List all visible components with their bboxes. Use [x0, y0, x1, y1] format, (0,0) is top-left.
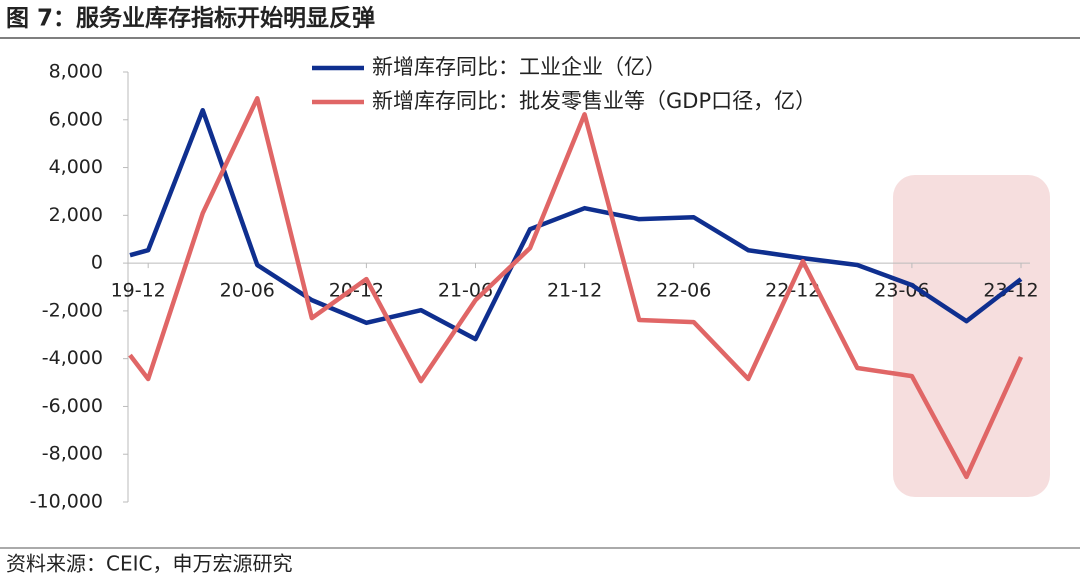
y-tick-label: -8,000 — [42, 443, 103, 465]
y-tick-label: -2,000 — [42, 299, 103, 321]
x-tick-label: 20-06 — [220, 280, 275, 302]
highlight-box — [893, 175, 1050, 497]
y-tick-label: -6,000 — [42, 395, 103, 417]
legend-label: 新增库存同比：批发零售业等（GDP口径，亿） — [372, 89, 816, 113]
y-tick-label: 4,000 — [49, 156, 103, 178]
x-tick-label: 19-12 — [111, 280, 166, 302]
y-tick-label: 0 — [91, 252, 103, 274]
x-tick-label: 22-06 — [656, 280, 711, 302]
x-tick-label: 23-12 — [983, 280, 1038, 302]
source: 资料来源：CEIC，申万宏源研究 — [6, 552, 292, 576]
series-line — [129, 107, 1023, 342]
x-tick-label: 21-12 — [547, 280, 602, 302]
chart-title: 图 7：服务业库存指标开始明显反弹 — [6, 5, 375, 32]
y-tick-label: -4,000 — [42, 347, 103, 369]
y-tick-label: 6,000 — [49, 108, 103, 130]
legend-label: 新增库存同比：工业企业（亿） — [372, 55, 666, 79]
x-tick-label: 22-12 — [765, 280, 820, 302]
y-tick-label: 2,000 — [49, 204, 103, 226]
y-tick-label: -10,000 — [30, 491, 103, 513]
series-line — [128, 96, 1024, 480]
y-tick-label: 8,000 — [49, 61, 103, 83]
